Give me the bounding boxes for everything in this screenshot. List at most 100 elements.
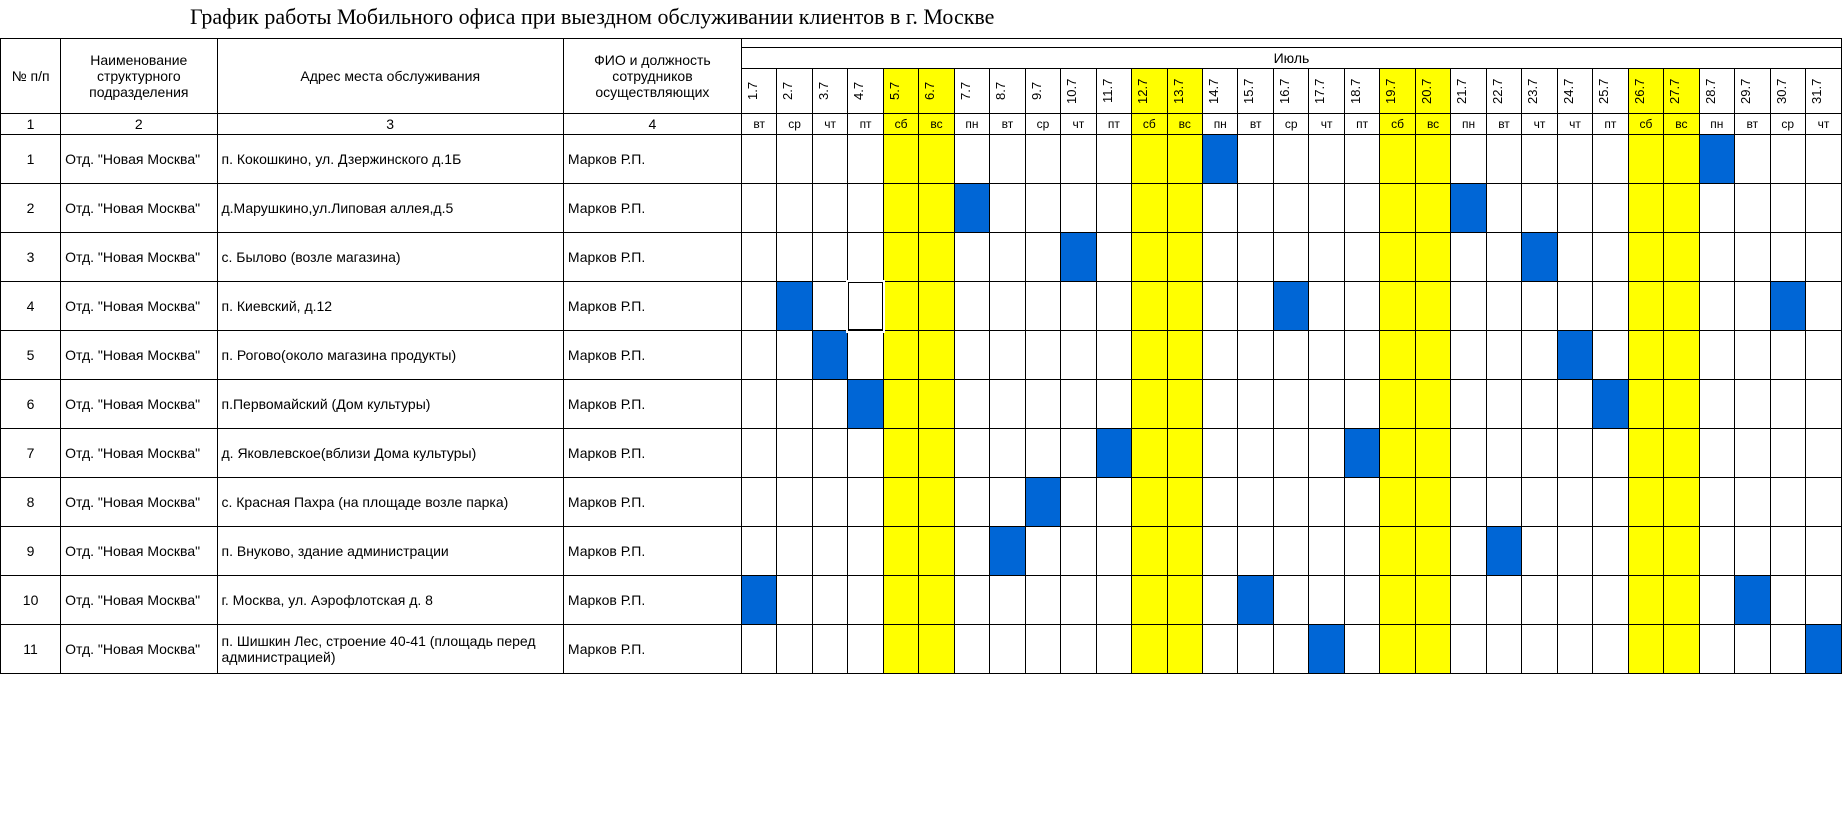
day-cell[interactable]	[848, 478, 883, 527]
day-cell[interactable]	[741, 331, 776, 380]
day-cell[interactable]	[1770, 135, 1805, 184]
day-cell[interactable]	[990, 380, 1025, 429]
day-cell[interactable]	[1557, 233, 1592, 282]
day-cell[interactable]	[919, 331, 954, 380]
day-cell[interactable]	[883, 184, 918, 233]
day-cell[interactable]	[1096, 429, 1131, 478]
day-cell[interactable]	[1096, 233, 1131, 282]
day-cell[interactable]	[1735, 331, 1770, 380]
day-cell[interactable]	[1203, 380, 1238, 429]
day-cell[interactable]	[990, 282, 1025, 331]
day-cell[interactable]	[1167, 429, 1202, 478]
day-cell[interactable]	[1344, 135, 1379, 184]
day-cell[interactable]	[883, 478, 918, 527]
day-cell[interactable]	[812, 429, 847, 478]
day-cell[interactable]	[954, 135, 989, 184]
day-cell[interactable]	[1415, 184, 1450, 233]
day-cell[interactable]	[1522, 184, 1557, 233]
day-cell[interactable]	[954, 429, 989, 478]
day-cell[interactable]	[1805, 233, 1841, 282]
day-cell[interactable]	[1273, 625, 1308, 674]
day-cell[interactable]	[1203, 282, 1238, 331]
day-cell[interactable]	[1309, 625, 1344, 674]
day-cell[interactable]	[1486, 331, 1521, 380]
day-cell[interactable]	[1557, 527, 1592, 576]
day-cell[interactable]	[1628, 478, 1663, 527]
day-cell[interactable]	[1273, 135, 1308, 184]
day-cell[interactable]	[1699, 429, 1734, 478]
day-cell[interactable]	[1309, 478, 1344, 527]
day-cell[interactable]	[883, 625, 918, 674]
day-cell[interactable]	[1486, 233, 1521, 282]
day-cell[interactable]	[777, 478, 812, 527]
day-cell[interactable]	[1203, 478, 1238, 527]
day-cell[interactable]	[741, 282, 776, 331]
day-cell[interactable]	[1628, 184, 1663, 233]
day-cell[interactable]	[1380, 282, 1415, 331]
day-cell[interactable]	[1096, 380, 1131, 429]
day-cell[interactable]	[1735, 184, 1770, 233]
day-cell[interactable]	[741, 576, 776, 625]
day-cell[interactable]	[1664, 625, 1699, 674]
day-cell[interactable]	[1344, 527, 1379, 576]
day-cell[interactable]	[1770, 331, 1805, 380]
day-cell[interactable]	[1061, 429, 1096, 478]
day-cell[interactable]	[990, 331, 1025, 380]
day-cell[interactable]	[1167, 184, 1202, 233]
day-cell[interactable]	[777, 184, 812, 233]
day-cell[interactable]	[883, 135, 918, 184]
day-cell[interactable]	[1664, 135, 1699, 184]
day-cell[interactable]	[1025, 380, 1060, 429]
day-cell[interactable]	[1770, 576, 1805, 625]
day-cell[interactable]	[1451, 184, 1486, 233]
day-cell[interactable]	[1451, 282, 1486, 331]
day-cell[interactable]	[1699, 184, 1734, 233]
day-cell[interactable]	[1096, 282, 1131, 331]
day-cell[interactable]	[1203, 135, 1238, 184]
day-cell[interactable]	[954, 527, 989, 576]
day-cell[interactable]	[1344, 233, 1379, 282]
day-cell[interactable]	[1309, 135, 1344, 184]
day-cell[interactable]	[1273, 429, 1308, 478]
day-cell[interactable]	[954, 478, 989, 527]
day-cell[interactable]	[1522, 429, 1557, 478]
day-cell[interactable]	[741, 625, 776, 674]
day-cell[interactable]	[1203, 184, 1238, 233]
day-cell[interactable]	[1132, 527, 1167, 576]
day-cell[interactable]	[848, 527, 883, 576]
day-cell[interactable]	[1415, 429, 1450, 478]
day-cell[interactable]	[1805, 135, 1841, 184]
day-cell[interactable]	[848, 184, 883, 233]
day-cell[interactable]	[1735, 429, 1770, 478]
day-cell[interactable]	[741, 184, 776, 233]
day-cell[interactable]	[1238, 331, 1273, 380]
day-cell[interactable]	[954, 282, 989, 331]
day-cell[interactable]	[1238, 380, 1273, 429]
day-cell[interactable]	[1309, 331, 1344, 380]
day-cell[interactable]	[1805, 478, 1841, 527]
day-cell[interactable]	[1096, 576, 1131, 625]
day-cell[interactable]	[1593, 282, 1628, 331]
day-cell[interactable]	[990, 576, 1025, 625]
day-cell[interactable]	[1770, 625, 1805, 674]
day-cell[interactable]	[1593, 135, 1628, 184]
day-cell[interactable]	[1805, 576, 1841, 625]
day-cell[interactable]	[990, 184, 1025, 233]
day-cell[interactable]	[812, 331, 847, 380]
day-cell[interactable]	[1061, 282, 1096, 331]
day-cell[interactable]	[812, 135, 847, 184]
day-cell[interactable]	[1486, 527, 1521, 576]
day-cell[interactable]	[1451, 429, 1486, 478]
day-cell[interactable]	[919, 625, 954, 674]
day-cell[interactable]	[1309, 429, 1344, 478]
day-cell[interactable]	[1735, 233, 1770, 282]
day-cell[interactable]	[1309, 184, 1344, 233]
day-cell[interactable]	[1522, 331, 1557, 380]
day-cell[interactable]	[1593, 331, 1628, 380]
day-cell[interactable]	[919, 135, 954, 184]
day-cell[interactable]	[1486, 380, 1521, 429]
day-cell[interactable]	[1805, 380, 1841, 429]
day-cell[interactable]	[919, 380, 954, 429]
day-cell[interactable]	[1628, 527, 1663, 576]
day-cell[interactable]	[883, 380, 918, 429]
